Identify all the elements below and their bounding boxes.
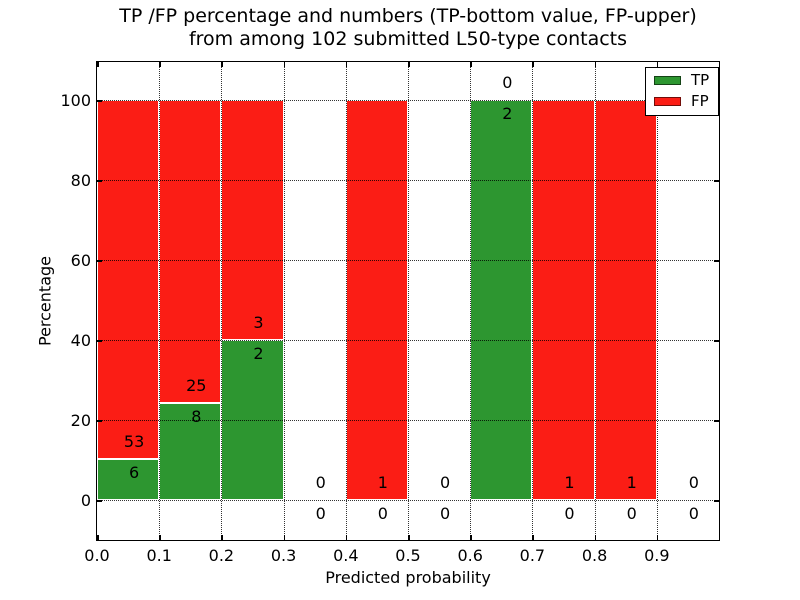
x-tick-mark — [283, 535, 286, 540]
bar-count-label-fp: 3 — [253, 313, 264, 333]
bar-tp — [470, 100, 533, 500]
x-tick-label: 0.7 — [519, 546, 546, 565]
bar-count-label-fp: 1 — [377, 473, 388, 493]
y-tick-mark — [97, 420, 102, 422]
bar-count-label-tp: 0 — [377, 504, 388, 523]
bar-count-label-fp: 0 — [502, 73, 513, 93]
x-tick-label: 0.6 — [457, 546, 483, 565]
bar-count-label-tp: 2 — [253, 344, 264, 363]
y-tick-label: 100 — [60, 91, 91, 110]
x-tick-label: 0.4 — [333, 546, 359, 565]
bar-fp — [594, 100, 657, 500]
x-tick-mark — [345, 62, 348, 67]
y-tick-mark — [97, 500, 102, 502]
gridline-vertical — [283, 62, 285, 540]
x-tick-label: 0.5 — [395, 546, 421, 565]
chart-title-line2: from among 102 submitted L50-type contac… — [188, 28, 628, 50]
x-tick-label: 0.8 — [581, 546, 608, 565]
bar-fp — [97, 100, 160, 460]
y-tick-mark — [97, 100, 102, 102]
tp-color-swatch — [654, 76, 681, 85]
bar-count-label-tp: 6 — [129, 463, 140, 483]
x-tick-mark — [532, 535, 534, 540]
x-tick-mark — [221, 535, 223, 540]
gridline-horizontal — [97, 500, 719, 501]
bar-fp — [532, 100, 595, 500]
x-tick-mark — [283, 62, 286, 67]
x-tick-label: 0.9 — [644, 546, 670, 565]
y-tick-label: 80 — [70, 171, 91, 190]
x-axis-label: Predicted probability — [325, 568, 491, 587]
gridline-vertical — [656, 62, 658, 540]
x-tick-label: 0.1 — [146, 546, 172, 565]
bar-tp — [97, 459, 160, 500]
chart-title: TP /FP percentage and numbers (TP-bottom… — [97, 5, 719, 51]
bar-count-label-tp: 2 — [502, 104, 513, 123]
x-tick-label: 0.2 — [208, 546, 235, 565]
x-tick-mark — [594, 62, 597, 67]
legend-entry-fp: FP — [654, 94, 709, 109]
y-tick-mark — [714, 340, 719, 342]
y-tick-mark — [714, 180, 719, 182]
bar-count-label-tp: 0 — [688, 504, 699, 523]
chart-title-line1: TP /FP percentage and numbers (TP-bottom… — [119, 5, 697, 27]
y-tick-mark — [714, 420, 719, 422]
bar-count-label-fp: 1 — [564, 473, 575, 493]
bar-count-label-fp: 1 — [626, 473, 637, 493]
bar-count-label-tp: 0 — [626, 504, 637, 523]
bar-count-label-fp: 53 — [123, 432, 145, 452]
bar-tp — [221, 340, 284, 500]
bar-count-label-fp: 0 — [315, 473, 326, 493]
bar-fp — [159, 100, 222, 404]
y-tick-mark — [97, 180, 102, 182]
x-tick-mark — [97, 535, 99, 540]
bar-count-label-tp: 8 — [191, 407, 202, 427]
y-tick-mark — [714, 500, 719, 502]
gridline-vertical — [408, 62, 409, 540]
x-tick-label: 0.3 — [270, 546, 297, 565]
x-tick-mark — [221, 62, 223, 67]
x-tick-mark — [408, 62, 410, 67]
x-tick-mark — [470, 535, 472, 540]
y-tick-mark — [97, 340, 102, 342]
legend-label-fp: FP — [691, 92, 709, 110]
bar-count-label-fp: 0 — [440, 473, 451, 493]
y-tick-label: 60 — [70, 251, 91, 270]
bar-count-label-fp: 25 — [186, 376, 207, 396]
legend: TP FP — [645, 67, 720, 116]
y-tick-mark — [714, 260, 719, 262]
y-tick-label: 0 — [80, 491, 91, 510]
x-tick-mark — [594, 535, 597, 540]
x-tick-mark — [97, 62, 99, 67]
bar-count-label-fp: 0 — [688, 473, 699, 493]
x-tick-mark — [408, 535, 410, 540]
y-tick-label: 40 — [70, 331, 91, 350]
x-tick-mark — [532, 62, 534, 67]
y-tick-label: 20 — [70, 411, 91, 430]
x-tick-mark — [656, 535, 659, 540]
bar-fp — [345, 100, 408, 500]
y-tick-mark — [97, 260, 102, 262]
legend-label-tp: TP — [691, 71, 710, 89]
x-tick-mark — [345, 535, 348, 540]
bar-count-label-tp: 0 — [564, 504, 575, 523]
x-tick-label: 0.0 — [84, 546, 110, 565]
plot-area: 53 6 25 8 3 2 0 0 1 0 0 0 0 2 1 0 1 0 0 0 — [96, 61, 720, 541]
x-tick-mark — [159, 535, 161, 540]
bar-count-label-tp: 0 — [440, 504, 451, 523]
legend-entry-tp: TP — [654, 73, 709, 88]
x-tick-mark — [159, 62, 161, 67]
bar-fp — [221, 100, 284, 340]
x-tick-mark — [470, 62, 472, 67]
bar-count-label-tp: 0 — [315, 504, 326, 523]
fp-color-swatch — [654, 97, 681, 106]
